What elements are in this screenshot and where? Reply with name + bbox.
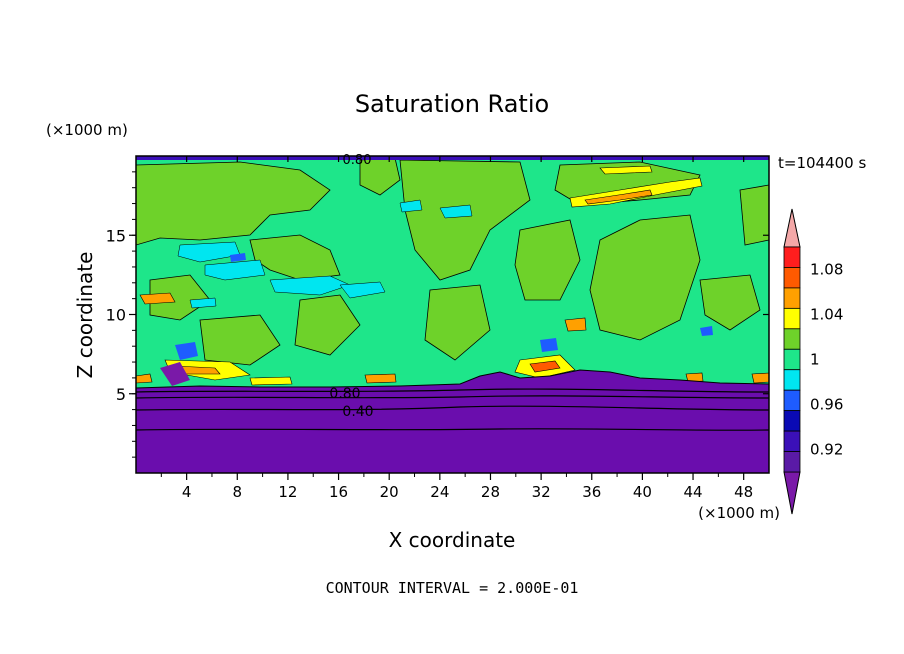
x-tick-label: 4 xyxy=(182,483,192,501)
colorbar-band xyxy=(783,328,801,350)
x-tick-label: 36 xyxy=(582,483,601,501)
colorbar-label: 1 xyxy=(810,351,820,369)
x-tick-label: 8 xyxy=(233,483,243,501)
field-top-band xyxy=(136,156,769,160)
x-tick-label: 40 xyxy=(633,483,652,501)
field-lower-dry xyxy=(136,369,769,473)
x-axis-unit: (×1000 m) xyxy=(698,504,780,522)
y-tick-label: 5 xyxy=(116,385,126,404)
x-tick-label: 20 xyxy=(380,483,399,501)
contour-lines xyxy=(136,388,769,431)
y-axis: 5 10 15 xyxy=(106,171,769,458)
field-patches-0.97 xyxy=(177,199,473,309)
x-tick-label: 12 xyxy=(278,483,297,501)
field-patches-supersat xyxy=(136,165,769,386)
x-axis: 4 8 12 16 20 24 28 32 36 40 44 48 xyxy=(160,156,753,501)
colorbar-band xyxy=(783,451,801,473)
x-tick-label: 16 xyxy=(329,483,348,501)
x-tick-label: 32 xyxy=(532,483,551,501)
colorbar-over-arrow xyxy=(783,208,801,248)
colorbar-band xyxy=(783,267,801,289)
colorbar-band xyxy=(783,430,801,452)
chart-title: Saturation Ratio xyxy=(355,90,549,118)
plot-area xyxy=(136,156,769,473)
field-patches-1.02 xyxy=(136,157,769,366)
x-tick-label: 28 xyxy=(481,483,500,501)
colorbar-band xyxy=(783,287,801,309)
x-tick-label: 24 xyxy=(430,483,449,501)
colorbar-band xyxy=(783,369,801,391)
y-axis-title: Z coordinate xyxy=(73,252,97,379)
colorbar-label: 1.08 xyxy=(810,261,843,279)
y-axis-unit: (×1000 m) xyxy=(46,121,128,139)
time-label: t=104400 s xyxy=(778,154,866,172)
colorbar-band xyxy=(783,348,801,371)
field-lower-purple-detail xyxy=(160,362,190,386)
x-tick-label: 48 xyxy=(734,483,753,501)
x-tick-label: 44 xyxy=(683,483,702,501)
colorbar-band xyxy=(783,307,801,330)
colorbar-band xyxy=(783,246,801,268)
contour-interval-footer: CONTOUR INTERVAL = 2.000E-01 xyxy=(326,579,579,597)
field-patches-0.95 xyxy=(175,253,713,360)
contour-label: 0.40 xyxy=(342,404,373,420)
colorbar-band xyxy=(783,410,801,432)
colorbar-band xyxy=(783,389,801,412)
colorbar-label: 0.92 xyxy=(810,441,843,459)
y-tick-label: 15 xyxy=(106,226,126,245)
y-tick-label: 10 xyxy=(106,306,126,325)
colorbar-label: 0.96 xyxy=(810,396,843,414)
colorbar-label: 1.04 xyxy=(810,306,843,324)
colorbar-under-arrow xyxy=(783,471,801,515)
contour-label: 0.80 xyxy=(329,386,360,402)
x-axis-title: X coordinate xyxy=(389,528,516,552)
colorbar: 0.92 0.96 1 1.04 1.08 xyxy=(783,208,843,515)
